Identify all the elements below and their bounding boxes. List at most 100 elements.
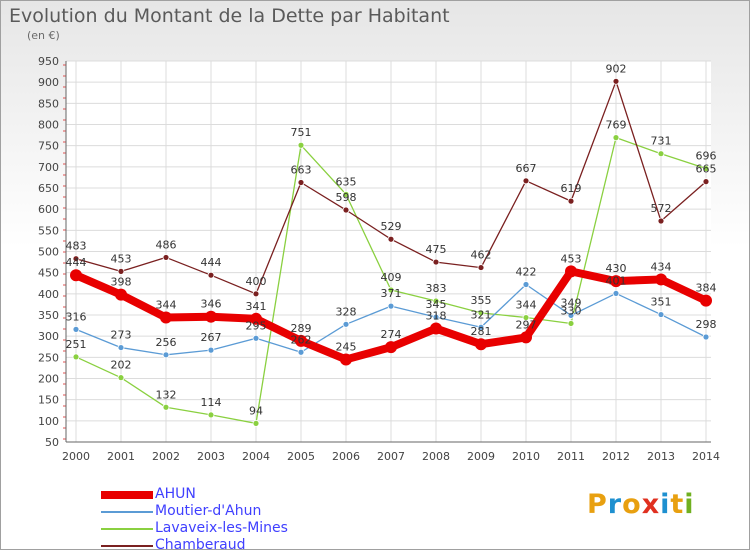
legend-swatch [101,511,153,513]
data-point [250,312,262,325]
chart-title: Evolution du Montant de la Dette par Hab… [9,5,450,27]
x-tick-label: 2000 [62,450,90,463]
y-tick-label: 650 [38,182,59,195]
data-point [432,258,440,266]
legend-swatch [101,528,153,530]
y-tick-label: 50 [45,436,59,449]
data-point [252,419,260,427]
data-point [207,411,215,419]
data-point [387,286,395,294]
logo-letter: i [684,489,695,520]
data-point [205,310,217,323]
data-point [567,320,575,327]
data-point [430,322,442,335]
y-tick-label: 350 [38,309,59,322]
data-label: 289 [291,322,312,335]
x-tick-label: 2003 [197,450,225,463]
data-point [657,150,665,158]
data-label: 341 [246,300,267,313]
data-label: 409 [381,271,402,284]
data-point [162,403,170,411]
data-point [475,338,487,351]
y-tick-label: 700 [38,161,59,174]
data-label: 346 [201,298,222,311]
y-tick-label: 800 [38,119,59,132]
data-point [297,141,305,149]
x-tick-label: 2008 [422,450,450,463]
data-label: 330 [561,304,582,317]
data-point [477,323,485,331]
x-tick-label: 2006 [332,450,360,463]
data-point [162,351,170,359]
y-tick-label: 500 [38,246,59,259]
data-point [657,217,665,225]
data-label: 731 [651,135,672,148]
data-label: 273 [111,329,132,342]
data-point [72,353,80,361]
data-point [477,309,485,317]
data-point [700,294,712,307]
data-label: 635 [336,175,357,188]
data-point [657,311,665,318]
data-label: 696 [696,150,717,163]
data-label: 902 [606,62,627,75]
y-tick-label: 300 [38,330,59,343]
logo-letter: o [622,489,642,520]
data-point [342,206,350,214]
data-label: 251 [66,338,87,351]
legend-swatch [101,491,153,499]
data-point [342,190,350,198]
data-point [612,134,620,142]
data-label: 453 [111,252,132,265]
data-point [522,281,530,288]
data-label: 345 [426,298,447,311]
data-point [72,255,80,263]
data-label: 619 [561,182,582,195]
y-tick-label: 100 [38,415,59,428]
data-label: 483 [66,240,87,253]
logo-letter: i [660,489,671,520]
data-point [702,165,710,172]
legend-swatch [101,545,153,547]
y-tick-label: 400 [38,288,59,301]
x-tick-label: 2001 [107,450,135,463]
data-label: 281 [471,325,492,338]
data-label: 529 [381,220,402,233]
x-tick-label: 2007 [377,450,405,463]
unit-label: (en €) [27,29,60,42]
y-tick-label: 200 [38,373,59,386]
data-point [567,312,575,319]
data-point [612,77,620,85]
data-point [565,265,577,278]
data-point [252,290,260,298]
data-label: 430 [606,262,627,275]
y-tick-label: 550 [38,224,59,237]
data-label: 769 [606,119,627,132]
x-tick-label: 2010 [512,450,540,463]
data-label: 462 [471,249,492,262]
data-point [340,353,352,366]
data-label: 371 [381,287,402,300]
legend-label: AHUN [155,486,196,502]
data-label: 751 [291,126,312,139]
y-tick-label: 900 [38,76,59,89]
data-point [117,344,125,351]
data-label: 262 [291,333,312,346]
data-label: 344 [156,299,177,312]
logo-letter: t [670,489,685,520]
y-tick-label: 950 [38,55,59,68]
y-tick-label: 150 [38,394,59,407]
data-point [522,314,530,321]
y-tick-label: 450 [38,267,59,280]
data-label: 453 [561,252,582,265]
data-point [477,264,485,271]
data-label: 665 [696,163,717,176]
data-label: 383 [426,282,447,295]
data-point [432,297,440,305]
data-label: 355 [471,294,492,307]
data-point [520,331,532,344]
data-point [387,235,395,243]
x-tick-label: 2002 [152,450,180,463]
data-point [522,177,530,185]
